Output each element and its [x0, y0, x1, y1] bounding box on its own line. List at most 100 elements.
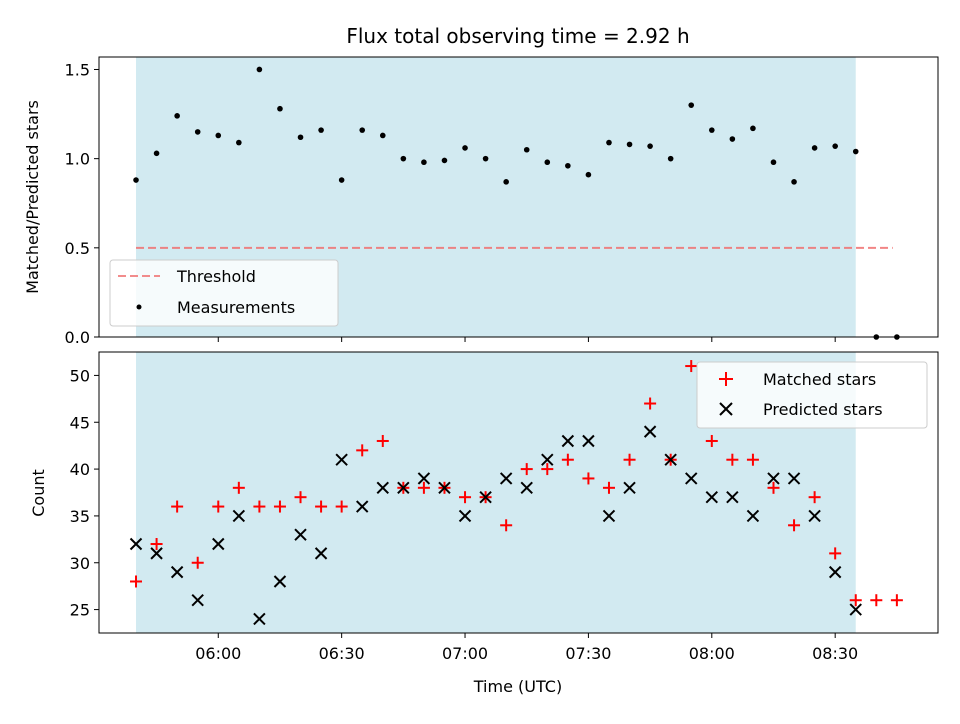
- predicted-star-stroke-b: [685, 472, 698, 485]
- matched-star-point: [644, 397, 657, 410]
- legend-predicted-swatch: [719, 402, 733, 416]
- top-legend: Threshold Measurements: [109, 259, 339, 327]
- predicted-star-stroke-b: [787, 472, 801, 485]
- top-y-tick-label: 0.0: [65, 328, 90, 347]
- predicted-star-stroke-b: [294, 528, 307, 541]
- bottom-x-tick-label: 08:30: [812, 644, 858, 663]
- predicted-star-point: [294, 528, 307, 541]
- matched-star-point: [212, 500, 225, 513]
- predicted-star-stroke-b: [726, 490, 739, 504]
- matched-star-point: [459, 491, 472, 504]
- bottom-x-tick-label: 07:00: [442, 644, 488, 663]
- matched-star-point: [561, 453, 574, 466]
- measurement-point: [688, 102, 695, 108]
- measurement-point: [215, 132, 222, 139]
- legend-predicted-label: Predicted stars: [763, 400, 883, 419]
- measurement-point: [585, 171, 592, 178]
- top-axes-frame: [98, 56, 939, 338]
- bottom-x-axis-label: Time (UTC): [473, 677, 562, 696]
- measurement-point: [852, 148, 859, 155]
- predicted-star-stroke-b: [376, 481, 389, 495]
- predicted-star-stroke-b: [191, 594, 204, 607]
- predicted-star-stroke-b: [746, 509, 760, 523]
- predicted-star-point: [643, 425, 657, 438]
- predicted-star-point: [685, 472, 698, 485]
- predicted-star-point: [808, 509, 821, 523]
- predicted-star-stroke-b: [705, 490, 719, 504]
- measurement-point: [606, 139, 612, 146]
- matched-star-point: [808, 491, 821, 504]
- legend-measurements-label: Measurements: [177, 298, 295, 317]
- predicted-star-point: [150, 547, 163, 560]
- predicted-star-point: [438, 481, 451, 495]
- measurement-point: [647, 143, 653, 149]
- measurement-point: [503, 179, 509, 185]
- bottom-legend-box: [696, 361, 928, 429]
- top-panel: 0.0 0.5 1.0 1.5 Matched/Predicted stars Thr…: [23, 56, 939, 347]
- predicted-star-point: [520, 481, 533, 495]
- matched-star-point: [623, 453, 636, 466]
- predicted-star-point: [828, 565, 842, 579]
- measurement-point: [441, 157, 448, 164]
- measurement-point: [400, 155, 407, 162]
- predicted-star-point: [458, 509, 472, 523]
- predicted-star-stroke-b: [602, 509, 616, 523]
- measurement-point: [153, 150, 160, 157]
- measurement-point: [236, 139, 242, 146]
- legend-matched-swatch: [719, 372, 733, 386]
- predicted-star-stroke-b: [808, 509, 821, 523]
- predicted-star-stroke-b: [767, 472, 780, 485]
- bottom-legend: Matched stars Predicted stars: [696, 361, 928, 429]
- measurement-point: [832, 143, 838, 149]
- bottom-x-tick-label: 06:30: [319, 644, 365, 663]
- measurement-points: [133, 66, 900, 340]
- predicted-star-point: [417, 472, 431, 485]
- predicted-star-point: [746, 509, 760, 523]
- measurement-point: [297, 134, 304, 141]
- predicted-star-stroke-b: [479, 490, 492, 504]
- matched-star-point: [767, 481, 780, 494]
- matched-star-point: [335, 500, 348, 513]
- measurement-point: [338, 177, 345, 183]
- matched-star-point: [541, 463, 554, 476]
- measurement-point: [750, 125, 756, 132]
- measurement-point: [482, 155, 489, 162]
- predicted-star-point: [726, 490, 739, 504]
- measurement-point: [277, 105, 283, 112]
- matched-star-point: [273, 500, 286, 513]
- predicted-star-point: [541, 453, 554, 466]
- bottom-axes-frame: [98, 351, 939, 634]
- measurement-point: [462, 145, 468, 151]
- bottom-y-axis-label: Count: [29, 469, 48, 517]
- matched-star-point: [294, 491, 307, 504]
- predicted-star-stroke-b: [232, 509, 246, 523]
- matched-star-point: [191, 556, 204, 569]
- matched-star-point: [232, 481, 245, 494]
- predicted-star-stroke-b: [397, 481, 410, 495]
- measurement-point: [729, 136, 736, 142]
- predicted-star-point: [499, 472, 513, 485]
- predicted-star-point: [212, 537, 225, 551]
- predicted-star-point: [705, 490, 719, 504]
- matched-star-point: [417, 481, 430, 494]
- bottom-y-tick-label: 40: [70, 460, 90, 479]
- predicted-star-point: [582, 434, 595, 448]
- predicted-star-stroke-b: [849, 603, 862, 616]
- predicted-star-stroke-b: [253, 612, 266, 626]
- top-y-axis-label: Matched/Predicted stars: [23, 100, 42, 294]
- predicted-star-point: [664, 453, 677, 466]
- legend-matched-label: Matched stars: [763, 370, 876, 389]
- predicted-star-point: [253, 612, 266, 626]
- matched-star-point: [602, 481, 615, 494]
- legend-threshold-label: Threshold: [176, 267, 256, 286]
- predicted-star-stroke-b: [643, 425, 657, 438]
- matched-star-point: [500, 519, 513, 532]
- predicted-star-point: [129, 537, 143, 551]
- predicted-star-stroke-b: [170, 565, 184, 579]
- measurement-point: [133, 177, 139, 183]
- matched-star-point: [726, 453, 739, 466]
- matched-star-point: [520, 463, 533, 476]
- measurement-point: [626, 141, 633, 148]
- predicted-star-stroke-b: [499, 472, 513, 485]
